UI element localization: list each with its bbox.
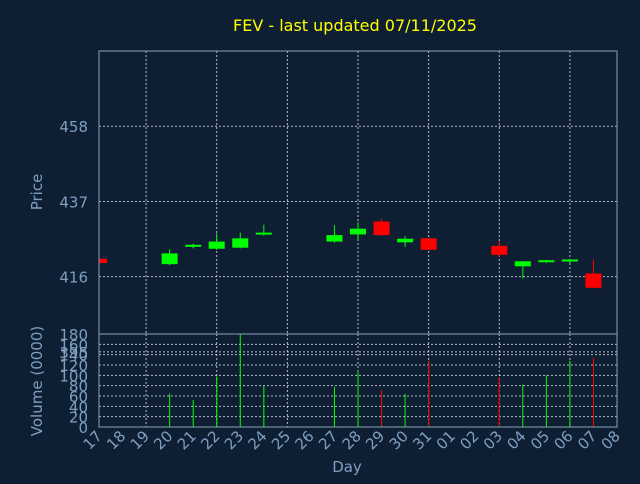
candle-body <box>538 260 555 263</box>
candle-body <box>255 232 272 235</box>
x-tick-label: 29 <box>362 427 388 453</box>
candle-body <box>350 228 366 235</box>
x-tick-label: 21 <box>174 427 200 453</box>
candle-body <box>326 235 343 242</box>
candle-body <box>373 221 390 236</box>
volume-y-tick-label: 80 <box>69 378 88 396</box>
price-y-tick-label: 437 <box>59 193 88 211</box>
x-tick-label: 31 <box>409 427 435 453</box>
candle-body <box>585 273 602 288</box>
price-candles <box>98 218 602 289</box>
candle-body <box>514 261 531 267</box>
price-y-tick-label: 395 <box>59 344 88 362</box>
x-tick-label: 08 <box>598 427 624 453</box>
x-tick-label: 19 <box>127 427 153 453</box>
x-tick-label: 02 <box>456 427 482 453</box>
volume-y-tick-label: 180 <box>59 326 88 344</box>
price-y-tick-label: 416 <box>59 269 88 287</box>
x-tick-label: 23 <box>221 427 247 453</box>
x-axis-label: Day <box>332 458 362 476</box>
x-tick-label: 27 <box>315 427 341 453</box>
volume-y-tick-label: 20 <box>69 409 88 427</box>
volume-y-tick-label: 140 <box>59 347 88 365</box>
candle-body <box>561 259 578 262</box>
price-axis-label: Price <box>28 174 46 211</box>
price-gridlines <box>99 51 617 353</box>
candle-body <box>185 244 202 247</box>
x-tick-label: 20 <box>150 427 176 453</box>
x-tick-label: 04 <box>503 427 529 453</box>
candle-body <box>491 245 508 255</box>
x-tick-label: 03 <box>480 427 506 453</box>
x-tick-label: 28 <box>339 427 365 453</box>
chart-title: FEV - last updated 07/11/2025 <box>233 16 477 35</box>
volume-y-tick-label: 60 <box>69 388 88 406</box>
volume-panel-frame <box>98 333 618 428</box>
volume-axis-label: Volume (0000) <box>28 326 46 436</box>
x-tick-label: 18 <box>103 427 129 453</box>
candle-body <box>208 241 225 249</box>
volume-y-tick-label: 160 <box>59 336 88 354</box>
x-tick-label: 30 <box>386 427 412 453</box>
volume-y-tick-label: 40 <box>69 398 88 416</box>
candle-body <box>397 238 414 243</box>
volume-y-tick-label: 0 <box>78 419 88 437</box>
x-tick-label: 22 <box>197 427 223 453</box>
price-y-tick-label: 458 <box>59 118 88 136</box>
x-tick-label: 25 <box>268 427 294 453</box>
x-tick-label: 05 <box>527 427 553 453</box>
candle-body <box>99 258 107 264</box>
candle-body <box>161 253 178 265</box>
volume-bars <box>169 334 594 427</box>
price-y-tick-labels: 395 416 437 458 <box>59 118 88 362</box>
x-tick-label: 07 <box>574 427 600 453</box>
x-tick-label: 06 <box>551 427 577 453</box>
candle-body <box>420 238 437 250</box>
x-tick-labels: 1718192021222324252627282930310102030405… <box>80 427 624 453</box>
volume-y-tick-label: 120 <box>59 357 88 375</box>
candle-body <box>232 238 249 248</box>
x-tick-label: 24 <box>244 427 270 453</box>
volume-y-tick-label: 100 <box>59 367 88 385</box>
x-tick-label: 26 <box>292 427 318 453</box>
x-tick-label: 01 <box>433 427 459 453</box>
